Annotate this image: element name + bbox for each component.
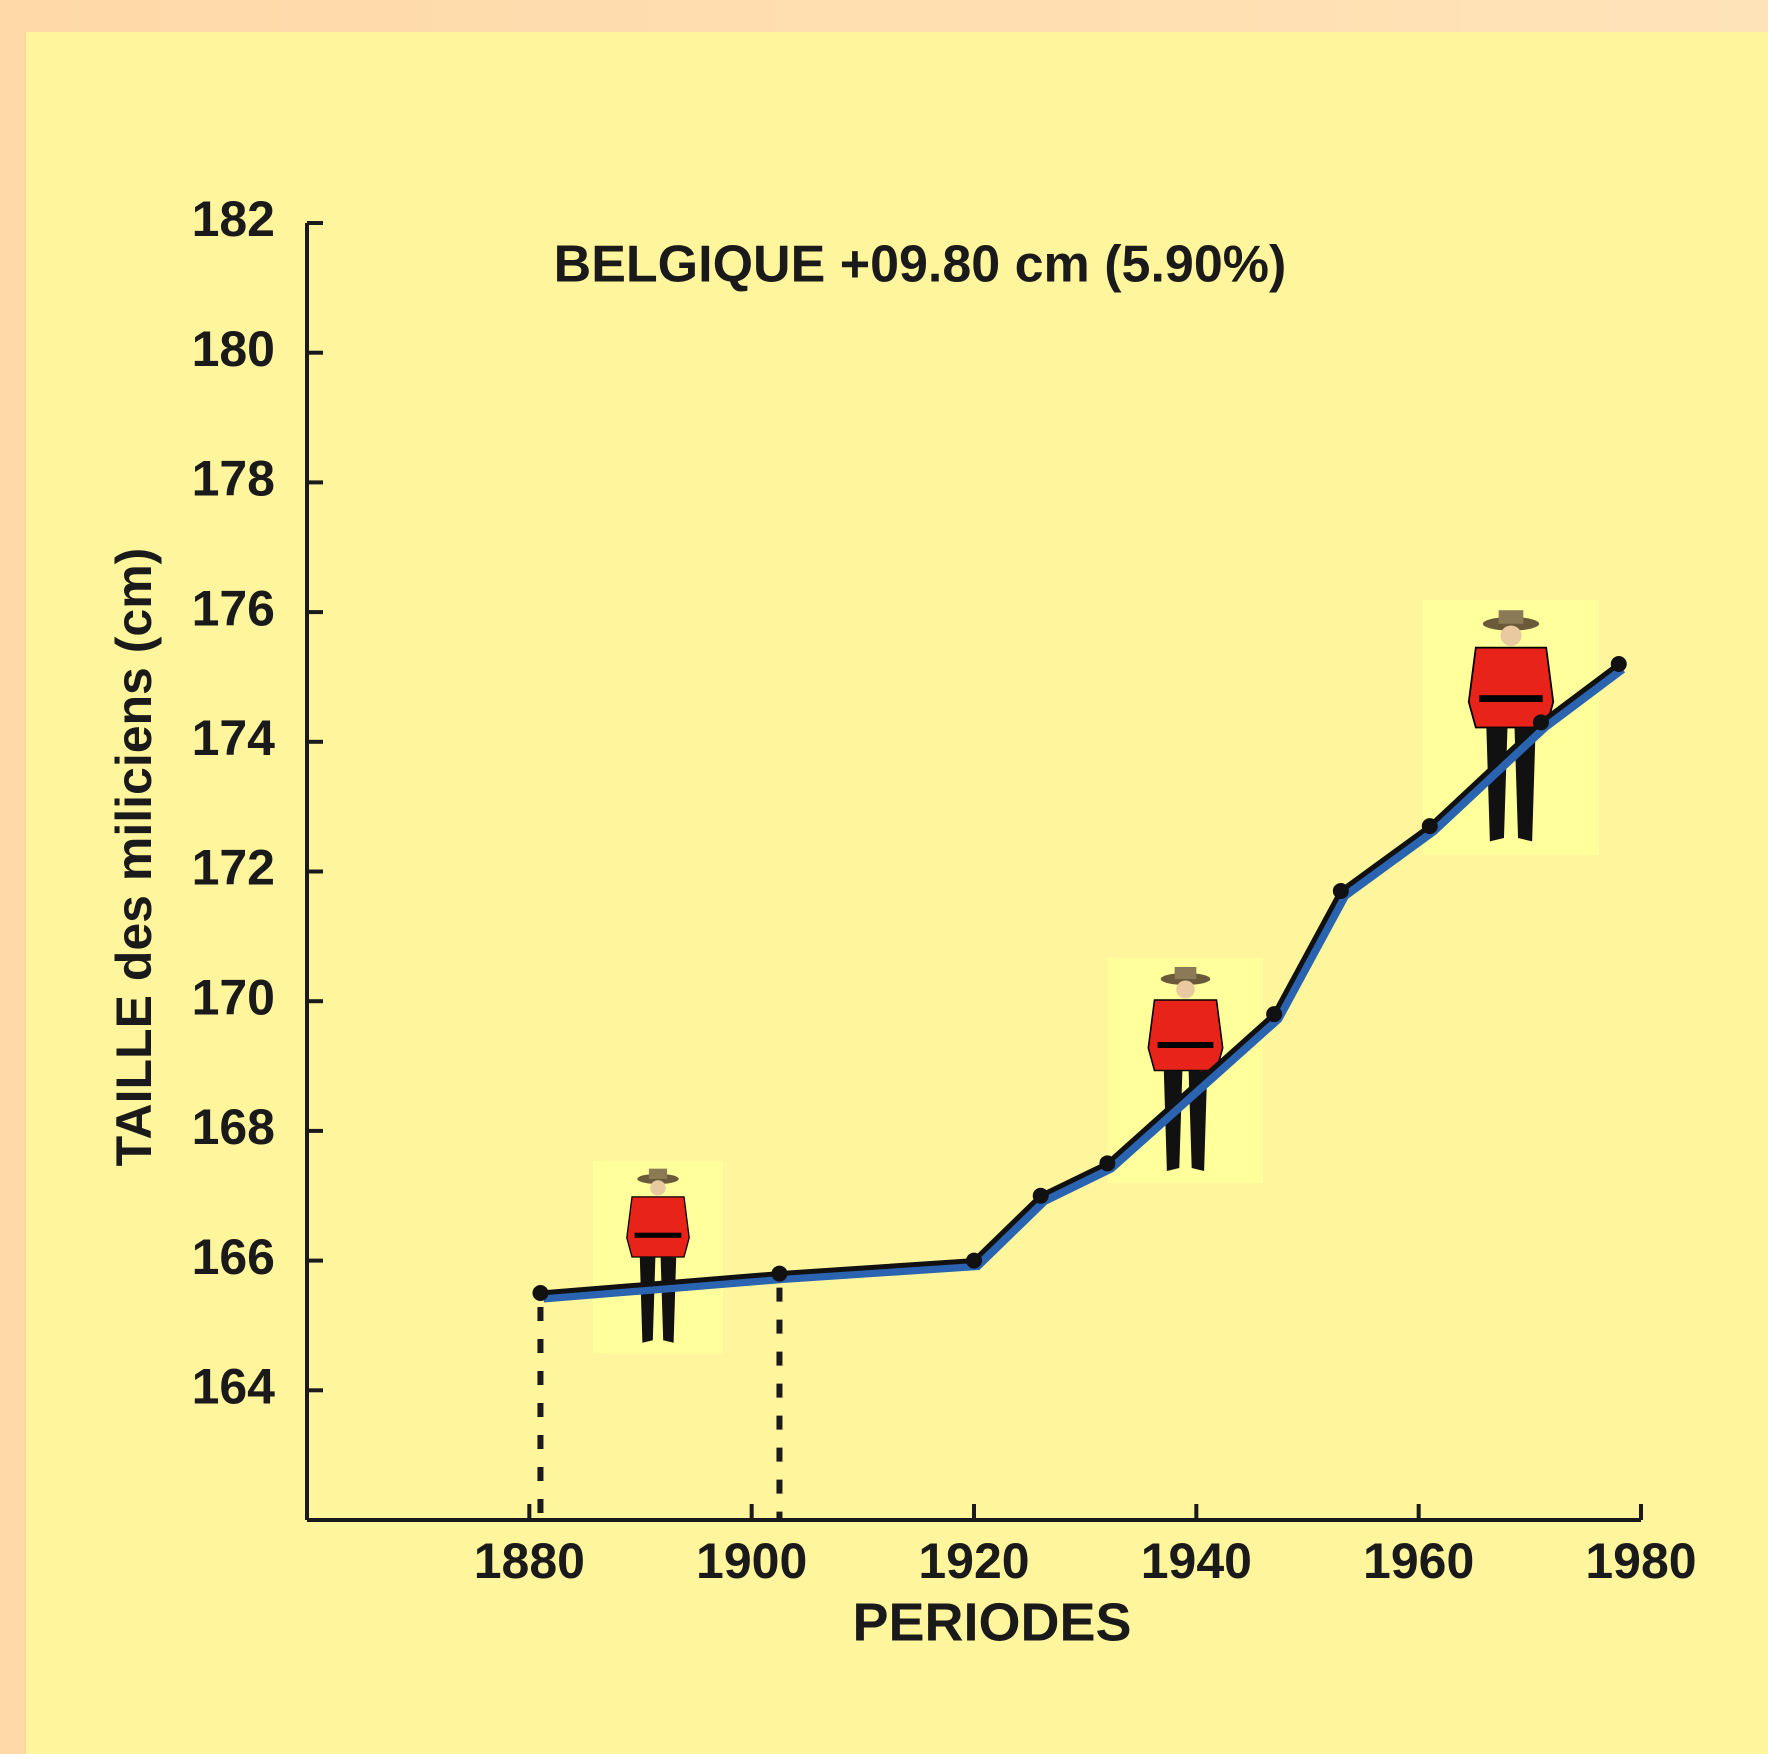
point bbox=[532, 1285, 549, 1302]
point bbox=[966, 1252, 982, 1269]
point bbox=[1266, 1006, 1283, 1023]
x-tick-label: 1880 bbox=[474, 1533, 585, 1589]
x-tick-label: 1940 bbox=[1141, 1533, 1252, 1589]
line bbox=[540, 661, 1621, 1296]
x-tick-label: 1980 bbox=[1585, 1533, 1696, 1589]
y-tick-label: 168 bbox=[192, 1099, 275, 1155]
y-tick-label: 166 bbox=[192, 1229, 275, 1285]
y-tick-label: 170 bbox=[192, 969, 275, 1025]
y-tick-label: 180 bbox=[192, 321, 275, 377]
y-tick-label: 172 bbox=[192, 840, 275, 896]
x-tick-label: 1900 bbox=[696, 1533, 807, 1589]
y-tick-label: 164 bbox=[192, 1359, 276, 1415]
point bbox=[1610, 655, 1627, 672]
y-tick-label: 176 bbox=[192, 580, 275, 636]
x-tick-label: 1960 bbox=[1363, 1533, 1474, 1589]
x-axis-label: PERIODES bbox=[852, 1592, 1131, 1652]
chart-title: BELGIQUE +09.80 cm (5.90%) bbox=[554, 236, 1287, 294]
point bbox=[1421, 818, 1438, 835]
point bbox=[1032, 1187, 1049, 1204]
point bbox=[771, 1265, 788, 1282]
point bbox=[1099, 1155, 1116, 1172]
y-tick-label: 174 bbox=[192, 710, 276, 766]
point bbox=[1332, 882, 1349, 899]
line-shadow bbox=[543, 663, 1626, 1303]
point bbox=[1532, 714, 1549, 731]
y-axis-label: TAILLE des miliciens (cm) bbox=[106, 548, 162, 1167]
soldier-icon bbox=[592, 1160, 724, 1354]
x-tick-label: 1920 bbox=[918, 1533, 1029, 1589]
y-tick-label: 178 bbox=[192, 451, 275, 507]
chart-background bbox=[26, 32, 1768, 1754]
y-tick-label: 182 bbox=[192, 191, 275, 247]
